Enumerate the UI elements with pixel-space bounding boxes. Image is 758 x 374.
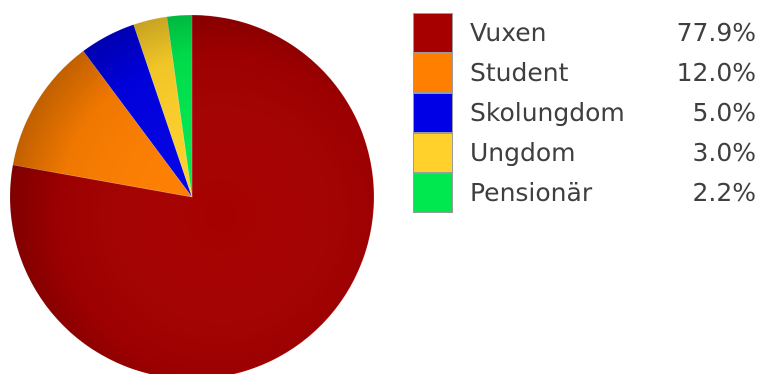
legend-label-ungdom: Ungdom bbox=[470, 138, 576, 167]
legend-swatch-pensionar bbox=[413, 173, 453, 213]
legend-swatch-ungdom bbox=[413, 133, 453, 173]
legend-item-pensionar: Pensionär 2.2% bbox=[413, 173, 758, 213]
legend-value-pensionar: 2.2% bbox=[692, 178, 756, 207]
legend-value-vuxen: 77.9% bbox=[676, 18, 756, 47]
legend-item-ungdom: Ungdom 3.0% bbox=[413, 133, 758, 173]
legend-swatch-student bbox=[413, 53, 453, 93]
legend-value-ungdom: 3.0% bbox=[692, 138, 756, 167]
legend-label-skolungdom: Skolungdom bbox=[470, 98, 625, 127]
legend-swatch-skolungdom bbox=[413, 93, 453, 133]
legend-label-pensionar: Pensionär bbox=[470, 178, 593, 207]
legend-value-student: 12.0% bbox=[676, 58, 756, 87]
legend-swatch-vuxen bbox=[413, 13, 453, 53]
legend-item-vuxen: Vuxen 77.9% bbox=[413, 13, 758, 53]
legend: Vuxen 77.9% Student 12.0% Skolungdom 5.0… bbox=[413, 13, 758, 213]
legend-label-vuxen: Vuxen bbox=[470, 18, 547, 47]
legend-label-student: Student bbox=[470, 58, 569, 87]
legend-item-student: Student 12.0% bbox=[413, 53, 758, 93]
legend-item-skolungdom: Skolungdom 5.0% bbox=[413, 93, 758, 133]
legend-value-skolungdom: 5.0% bbox=[692, 98, 756, 127]
